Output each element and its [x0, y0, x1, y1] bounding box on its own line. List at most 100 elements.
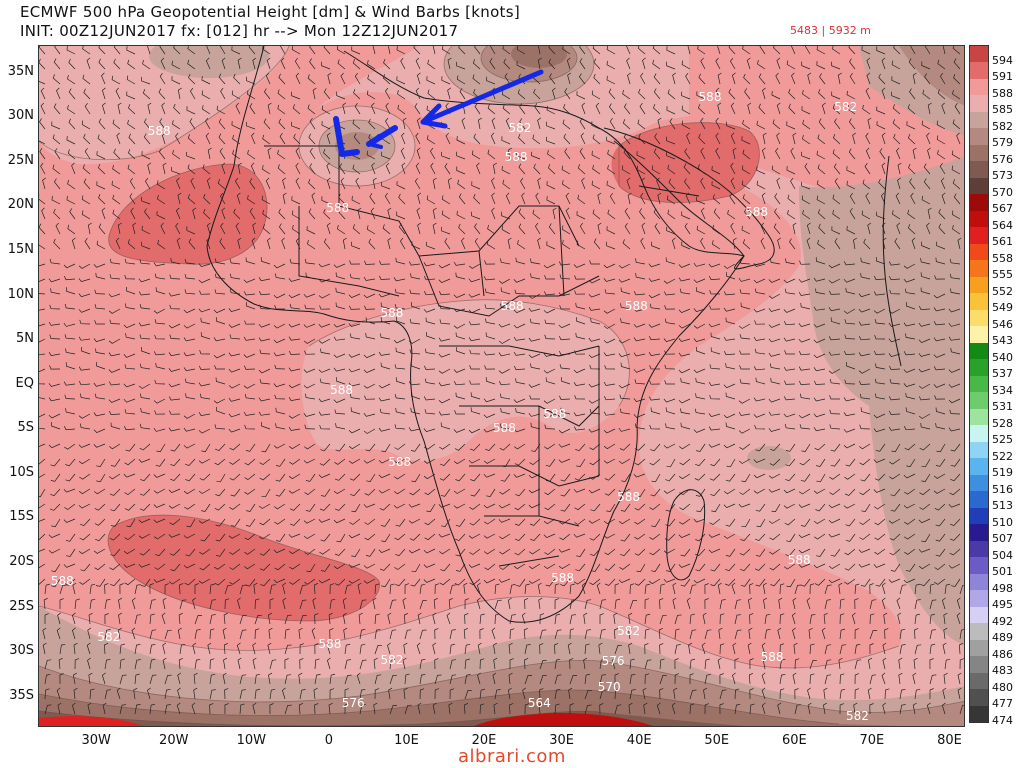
wind-barb: [239, 703, 245, 715]
colorbar-swatch: [970, 557, 988, 575]
wind-barb: [656, 702, 661, 715]
min-max-height-readout: 5483 | 5932 m: [790, 24, 871, 37]
wind-barb: [513, 563, 526, 570]
contour-label: 582: [380, 653, 404, 668]
wind-barb: [923, 163, 931, 175]
wind-barb: [713, 208, 721, 220]
wind-barb: [848, 46, 856, 55]
annotation-low-marker: [333, 116, 398, 157]
wind-barb: [929, 658, 934, 670]
wind-barb: [929, 688, 934, 699]
colorbar-swatch: [970, 507, 988, 525]
wind-barb: [894, 238, 901, 250]
wind-barb: [186, 151, 196, 160]
wind-barb: [876, 46, 886, 55]
wind-barb: [949, 533, 961, 541]
wind-barb: [408, 427, 421, 432]
wind-barb: [266, 237, 271, 250]
wind-barb: [588, 428, 601, 433]
wind-barb: [813, 518, 826, 525]
wind-barb: [139, 423, 151, 430]
wind-barb: [299, 643, 304, 655]
wind-barb: [86, 642, 91, 655]
wind-barb: [603, 308, 616, 314]
wind-barb: [609, 117, 616, 130]
wind-barb: [515, 488, 526, 497]
wind-barb: [874, 378, 886, 385]
wind-barb: [124, 364, 136, 370]
wind-barb: [939, 162, 946, 175]
wind-barb: [879, 148, 886, 160]
wind-barb: [202, 164, 211, 175]
wind-barb: [673, 687, 678, 700]
wind-barb: [394, 288, 406, 295]
wind-barb: [588, 293, 601, 298]
wind-barb: [253, 582, 258, 595]
wind-barb: [408, 458, 421, 464]
wind-barb: [394, 394, 406, 400]
map-panel[interactable]: 588 588 582 588 588 582 588 588 588 588 588 588 588 5…: [38, 45, 965, 727]
wind-barb: [372, 597, 377, 610]
wind-barb: [138, 458, 151, 463]
wind-barb: [895, 147, 901, 160]
wind-barb: [783, 413, 796, 418]
wind-barb: [39, 533, 46, 541]
wind-barb: [396, 181, 406, 190]
wind-barb: [565, 207, 571, 220]
wind-barb: [39, 427, 46, 430]
wind-barb: [65, 458, 76, 467]
wind-barb: [860, 257, 871, 265]
wind-barb: [545, 377, 556, 385]
wind-barb: [790, 147, 796, 160]
wind-barb: [768, 308, 781, 312]
wind-barb: [880, 192, 886, 205]
wind-barb: [773, 46, 781, 55]
wind-barb: [693, 308, 706, 313]
wind-barb: [530, 273, 541, 280]
wind-barb: [528, 293, 541, 299]
lon-tick-label: 30E: [549, 733, 574, 748]
wind-barb: [96, 151, 106, 160]
wind-barb: [319, 458, 331, 466]
wind-barb: [559, 395, 571, 400]
wind-barb: [378, 473, 391, 479]
wind-barb: [528, 563, 541, 570]
wind-barb: [672, 597, 677, 610]
wind-barb: [924, 46, 931, 55]
wind-barb: [409, 349, 421, 355]
wind-barb: [213, 353, 226, 359]
wind-barb: [53, 58, 61, 70]
colorbar-level-label: 537: [992, 367, 1013, 381]
wind-barb: [267, 147, 272, 160]
wind-barb: [138, 563, 151, 568]
wind-barb: [149, 613, 155, 625]
wind-barb: [730, 132, 736, 145]
wind-barb: [343, 627, 348, 640]
wind-barb: [513, 323, 526, 329]
wind-barb: [799, 458, 811, 466]
wind-barb: [169, 274, 181, 280]
wind-barb: [729, 193, 736, 205]
wind-barb: [68, 118, 76, 130]
wind-barb: [383, 58, 391, 70]
wind-barb: [78, 413, 91, 419]
wind-barb: [394, 533, 406, 541]
wind-barb: [250, 162, 256, 175]
wind-barb: [51, 421, 61, 430]
wind-barb: [394, 364, 406, 370]
wind-barb: [832, 133, 841, 145]
wind-barb: [501, 165, 511, 175]
wind-barb: [858, 336, 871, 341]
wind-barb: [78, 548, 91, 555]
wind-barb: [318, 368, 331, 373]
wind-barb: [455, 548, 466, 557]
wind-barb: [213, 308, 226, 314]
wind-barb: [509, 628, 515, 640]
wind-barb: [603, 278, 616, 282]
wind-barb: [935, 407, 946, 415]
wind-barb: [66, 548, 76, 557]
wind-barb: [888, 261, 901, 266]
wind-barb: [229, 578, 241, 585]
wind-barb: [458, 193, 466, 205]
wind-barb: [371, 102, 376, 115]
